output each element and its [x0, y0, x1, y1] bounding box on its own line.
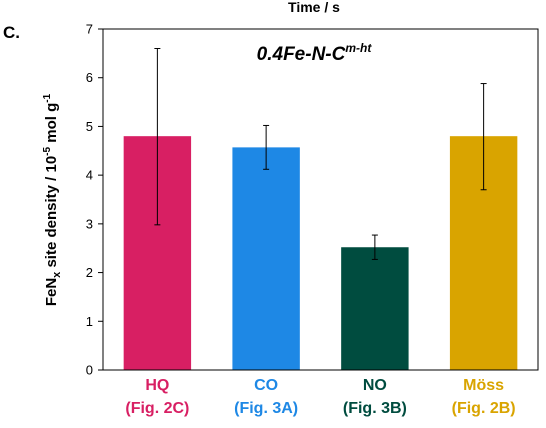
category-label-hq: HQ	[145, 377, 169, 394]
plot-area	[123, 47, 518, 370]
chart-title-main: 0.4Fe-N-C	[257, 44, 346, 65]
category-label-co: CO	[254, 377, 278, 394]
category-ref-no: (Fig. 3B)	[343, 400, 407, 417]
chart-title-superscript: m-ht	[345, 41, 372, 55]
y-tick-label: 3	[86, 216, 93, 231]
category-ref-hq: (Fig. 2C)	[125, 400, 189, 417]
y-tick-label: 6	[86, 70, 93, 85]
y-tick-label: 4	[86, 168, 93, 183]
category-label-no: NO	[363, 377, 387, 394]
y-tick-label: 5	[86, 119, 93, 134]
category-ref-co: (Fig. 3A)	[234, 400, 298, 417]
y-tick-label: 0	[86, 363, 93, 378]
x-axis: HQ (Fig. 2C) CO (Fig. 3A) NO (Fig. 3B) Möss (Fi…	[125, 377, 515, 417]
y-tick-label: 2	[86, 265, 93, 280]
y-axis-label: FeNx site density / 10-5 mol g-1	[42, 93, 63, 306]
bar-co	[232, 147, 300, 370]
category-ref-möss: (Fig. 2B)	[452, 400, 516, 417]
y-axis: 0 1 2 3 4 5 6 7	[86, 22, 103, 378]
clipped-top-label: Time / s	[288, 0, 340, 15]
bar-no	[341, 247, 409, 370]
plot-frame	[102, 28, 539, 371]
chart-title: 0.4Fe-N-Cm-ht	[257, 41, 373, 65]
y-tick-label: 1	[86, 314, 93, 329]
y-tick-label: 7	[86, 22, 93, 37]
category-label-möss: Möss	[463, 377, 504, 394]
panel-label: C.	[3, 23, 20, 42]
